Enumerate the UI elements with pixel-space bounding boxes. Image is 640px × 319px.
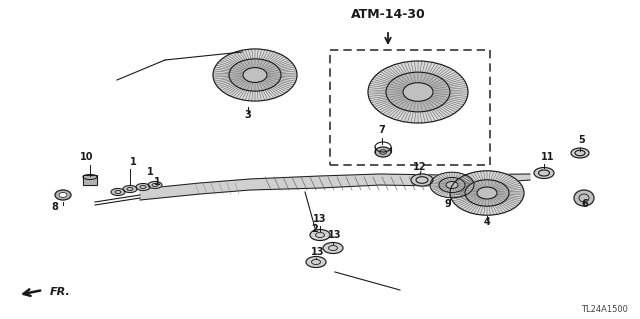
Ellipse shape bbox=[323, 242, 343, 254]
Polygon shape bbox=[140, 174, 530, 200]
Ellipse shape bbox=[477, 187, 497, 199]
Ellipse shape bbox=[55, 190, 71, 200]
Text: 12: 12 bbox=[413, 162, 427, 172]
Ellipse shape bbox=[450, 171, 524, 215]
Ellipse shape bbox=[439, 177, 465, 193]
Ellipse shape bbox=[310, 229, 330, 241]
Text: 5: 5 bbox=[579, 135, 586, 145]
Bar bbox=[83, 175, 97, 185]
Ellipse shape bbox=[571, 148, 589, 158]
Text: 1: 1 bbox=[130, 157, 136, 167]
Text: ATM-14-30: ATM-14-30 bbox=[351, 8, 426, 21]
Bar bbox=[83, 175, 97, 185]
Text: FR.: FR. bbox=[50, 287, 71, 297]
Ellipse shape bbox=[123, 186, 137, 192]
Text: 6: 6 bbox=[582, 199, 588, 209]
Ellipse shape bbox=[136, 183, 150, 190]
Text: 8: 8 bbox=[52, 202, 58, 212]
Ellipse shape bbox=[386, 72, 450, 112]
Ellipse shape bbox=[111, 189, 125, 196]
Text: TL24A1500: TL24A1500 bbox=[581, 305, 628, 314]
Ellipse shape bbox=[229, 59, 281, 91]
Ellipse shape bbox=[446, 182, 458, 189]
Ellipse shape bbox=[83, 174, 97, 180]
Ellipse shape bbox=[368, 61, 468, 123]
Ellipse shape bbox=[430, 172, 474, 198]
Text: 1: 1 bbox=[147, 167, 154, 177]
Text: 1: 1 bbox=[154, 177, 161, 187]
Ellipse shape bbox=[403, 83, 433, 101]
Ellipse shape bbox=[465, 180, 509, 206]
Text: 3: 3 bbox=[244, 110, 252, 120]
Ellipse shape bbox=[375, 147, 391, 157]
Ellipse shape bbox=[411, 174, 433, 186]
Ellipse shape bbox=[148, 182, 162, 189]
Ellipse shape bbox=[213, 49, 297, 101]
Text: 13: 13 bbox=[311, 247, 324, 257]
Text: 13: 13 bbox=[328, 230, 342, 240]
Text: 13: 13 bbox=[313, 214, 327, 224]
Text: 7: 7 bbox=[379, 125, 385, 135]
Ellipse shape bbox=[534, 167, 554, 179]
Text: 4: 4 bbox=[484, 217, 490, 227]
Ellipse shape bbox=[243, 68, 267, 82]
Text: 9: 9 bbox=[445, 199, 451, 209]
Ellipse shape bbox=[574, 190, 594, 206]
Text: 2: 2 bbox=[312, 224, 318, 234]
Ellipse shape bbox=[306, 256, 326, 268]
Text: 11: 11 bbox=[541, 152, 555, 162]
Ellipse shape bbox=[59, 192, 67, 197]
Text: 10: 10 bbox=[80, 152, 93, 162]
